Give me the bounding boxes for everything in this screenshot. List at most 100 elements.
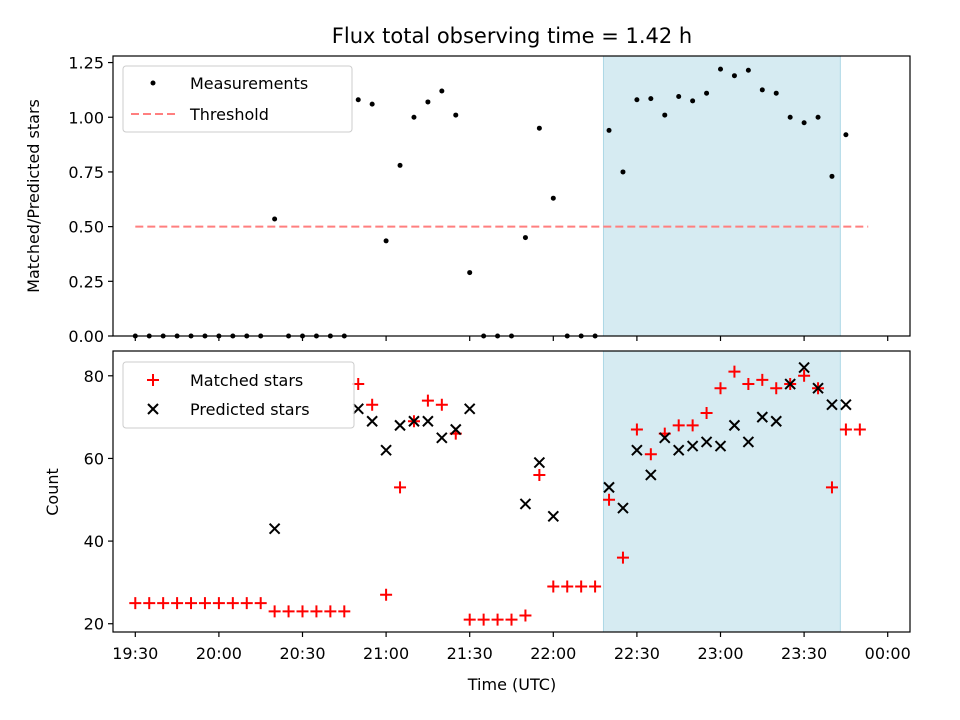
matched-star-point — [268, 605, 281, 618]
y-tick-label: 0.25 — [68, 272, 104, 291]
top-legend: Measurements Threshold — [122, 65, 353, 133]
predicted-star-point — [366, 415, 378, 427]
measurement-point — [369, 101, 375, 107]
matched-star-point — [491, 613, 504, 626]
predicted-star-point — [742, 436, 755, 448]
y-tick-label: 1.25 — [68, 54, 104, 73]
matched-star-point — [672, 419, 685, 432]
x-tick-label: 23:00 — [697, 644, 743, 663]
bottom-axis-ticks: 19:30 20:00 20:30 21:00 21:30 22:00 22:30 23:00… — [84, 367, 911, 663]
matched-star-point — [310, 605, 323, 618]
top-axis-ticks: 0.00 0.25 0.50 0.75 1.00 1.25 — [68, 54, 889, 346]
bottom-panel: 19:30 20:00 20:30 21:00 21:30 22:00 22:30 23:00… — [43, 350, 911, 694]
predicted-star-point — [422, 415, 434, 427]
measurement-point — [773, 90, 779, 96]
measurement-point — [467, 270, 473, 276]
matched-star-point — [853, 423, 866, 436]
matched-star-point — [421, 394, 434, 407]
measurement-point — [439, 88, 445, 94]
matched-star-point — [226, 597, 239, 610]
predicted-star-point — [547, 510, 560, 523]
predicted-star-point — [812, 382, 824, 394]
predicted-star-point — [756, 411, 769, 423]
chart-title: Flux total observing time = 1.42 h — [332, 24, 692, 48]
predicted-star-point — [533, 456, 546, 469]
top-panel: 0.00 0.25 0.50 0.75 1.00 1.25 Matched/Predict… — [24, 54, 911, 346]
measurement-point — [536, 125, 542, 131]
bottom-plot-marks — [129, 361, 866, 626]
predicted-star-point — [631, 444, 643, 456]
matched-star-point — [157, 597, 170, 610]
predicted-star-point — [380, 444, 392, 456]
predicted-star-point — [686, 440, 699, 452]
measurement-point — [648, 96, 654, 102]
matched-star-point — [547, 580, 560, 593]
measurement-point — [272, 216, 278, 222]
matched-star-point — [742, 378, 755, 391]
predicted-star-point — [463, 403, 476, 415]
matched-star-point — [770, 382, 783, 395]
measurement-point — [397, 162, 403, 168]
matched-star-point — [185, 597, 198, 610]
y-tick-label: 1.00 — [68, 108, 104, 127]
predicted-star-point — [352, 403, 364, 415]
matched-star-point — [463, 613, 476, 626]
measurement-point — [829, 173, 835, 179]
x-tick-label: 19:30 — [112, 644, 158, 663]
matched-star-point — [212, 597, 225, 610]
measurement-point — [731, 73, 737, 79]
top-legend-box — [122, 65, 353, 133]
matched-star-point — [644, 448, 657, 461]
observing-window-shade-top — [602, 55, 841, 337]
matched-star-point — [282, 605, 295, 618]
matched-star-point — [839, 423, 852, 436]
measurement-point — [383, 238, 389, 244]
measurement-point — [620, 169, 626, 175]
measurement-point — [522, 235, 528, 241]
legend-measurements-label: Measurements — [190, 74, 308, 93]
matched-star-point — [338, 605, 351, 618]
x-tick-label: 20:30 — [279, 644, 325, 663]
measurement-point — [801, 120, 807, 126]
legend-matched-marker — [147, 374, 159, 386]
matched-star-point — [477, 613, 490, 626]
measurement-point — [704, 90, 710, 96]
matched-star-point — [143, 597, 156, 610]
y-tick-label: 0.00 — [68, 327, 104, 346]
top-axes-frame — [112, 55, 911, 337]
y-tick-label: 0.75 — [68, 163, 104, 182]
predicted-star-point — [659, 432, 671, 444]
predicted-star-point — [770, 415, 782, 427]
legend-matched-label: Matched stars — [190, 371, 303, 390]
matched-star-point — [366, 398, 379, 411]
x-tick-label: 22:00 — [530, 644, 576, 663]
matched-star-point — [533, 468, 546, 481]
x-tick-label: 21:30 — [447, 644, 493, 663]
y-tick-label: 40 — [84, 532, 104, 551]
matched-star-point — [798, 369, 811, 382]
predicted-star-point — [408, 415, 420, 427]
legend-predicted-marker — [147, 403, 159, 415]
predicted-star-point — [798, 361, 810, 374]
x-tick-label: 20:00 — [196, 644, 242, 663]
matched-star-point — [505, 613, 518, 626]
predicted-star-point — [450, 423, 462, 436]
predicted-star-point — [603, 481, 615, 494]
bottom-axes-frame — [112, 350, 911, 633]
predicted-star-point — [436, 432, 448, 444]
measurement-point — [634, 97, 640, 103]
measurement-point — [550, 195, 556, 201]
measurement-point — [606, 127, 612, 133]
measurement-point — [662, 112, 668, 118]
measurement-point — [355, 97, 361, 103]
predicted-star-point — [394, 419, 406, 432]
predicted-star-point — [645, 469, 657, 481]
predicted-star-point — [826, 399, 838, 411]
legend-measurements-marker — [150, 80, 156, 86]
top-y-axis-label: Matched/Predicted stars — [24, 99, 43, 293]
y-tick-label: 80 — [84, 367, 104, 386]
matched-star-point — [171, 597, 184, 610]
matched-star-point — [616, 551, 629, 564]
x-tick-label: 00:00 — [865, 644, 911, 663]
matched-star-point — [254, 597, 267, 610]
